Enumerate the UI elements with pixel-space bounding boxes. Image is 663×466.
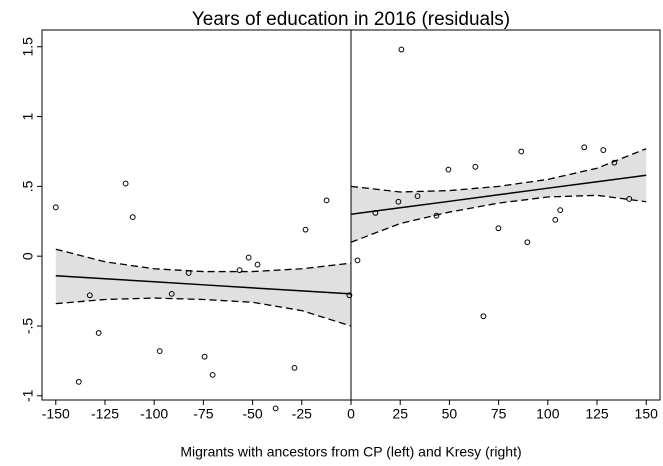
point bbox=[75, 378, 82, 385]
x-axis-label: Migrants with ancestors from CP (left) a… bbox=[180, 444, 521, 460]
chart-title: Years of education in 2016 (residuals) bbox=[192, 9, 510, 30]
point bbox=[414, 193, 421, 200]
x-tick-label: 75 bbox=[491, 406, 507, 422]
confidence-band bbox=[55, 249, 351, 326]
y-tick-label: -.5 bbox=[20, 318, 36, 335]
point bbox=[291, 364, 298, 371]
y-tick-label: 0 bbox=[20, 252, 36, 260]
point bbox=[611, 159, 618, 166]
point bbox=[52, 204, 59, 211]
y-tick-label: .5 bbox=[20, 180, 36, 192]
point bbox=[518, 148, 525, 155]
point bbox=[524, 239, 531, 246]
point bbox=[445, 166, 452, 173]
point bbox=[129, 214, 136, 220]
x-tick-label: -50 bbox=[242, 406, 262, 422]
ci-lower bbox=[55, 297, 352, 327]
point bbox=[201, 353, 208, 360]
x-tick-label: -100 bbox=[140, 406, 168, 422]
y-tick-label: -1 bbox=[20, 389, 36, 402]
point bbox=[600, 147, 607, 153]
point bbox=[626, 196, 633, 202]
point bbox=[272, 405, 279, 412]
x-tick-label: -150 bbox=[42, 406, 70, 422]
point bbox=[495, 225, 502, 232]
point bbox=[86, 292, 93, 299]
ci-upper bbox=[55, 248, 352, 273]
y-tick-label: 1 bbox=[20, 112, 36, 120]
point bbox=[156, 348, 163, 355]
fit-line bbox=[55, 274, 352, 295]
x-tick-label: 125 bbox=[585, 406, 609, 422]
point bbox=[323, 197, 330, 204]
point bbox=[185, 270, 192, 276]
point bbox=[372, 210, 379, 216]
x-tick-label: 50 bbox=[442, 406, 458, 422]
ci-upper bbox=[350, 148, 647, 193]
x-tick-label: 100 bbox=[536, 406, 560, 422]
point bbox=[557, 207, 564, 214]
point bbox=[209, 371, 216, 378]
point bbox=[581, 144, 588, 151]
point bbox=[168, 290, 175, 297]
x-tick-label: 150 bbox=[635, 406, 659, 422]
point bbox=[472, 163, 479, 170]
fit-line bbox=[350, 174, 647, 216]
x-tick-label: 25 bbox=[392, 406, 408, 422]
point bbox=[354, 257, 361, 264]
point bbox=[346, 292, 353, 299]
x-tick-label: -125 bbox=[91, 406, 119, 422]
point bbox=[254, 261, 261, 268]
x-tick-label: -25 bbox=[292, 406, 312, 422]
x-tick-label: -75 bbox=[193, 406, 213, 422]
point bbox=[395, 198, 402, 205]
point bbox=[480, 313, 487, 320]
point bbox=[236, 267, 243, 274]
point bbox=[95, 330, 102, 336]
y-tick-label: 1.5 bbox=[20, 37, 36, 57]
point bbox=[552, 216, 559, 223]
point bbox=[122, 180, 129, 187]
point bbox=[433, 212, 440, 219]
point bbox=[245, 254, 252, 261]
x-tick-label: 0 bbox=[347, 406, 355, 422]
point bbox=[398, 46, 405, 53]
point bbox=[302, 226, 309, 233]
